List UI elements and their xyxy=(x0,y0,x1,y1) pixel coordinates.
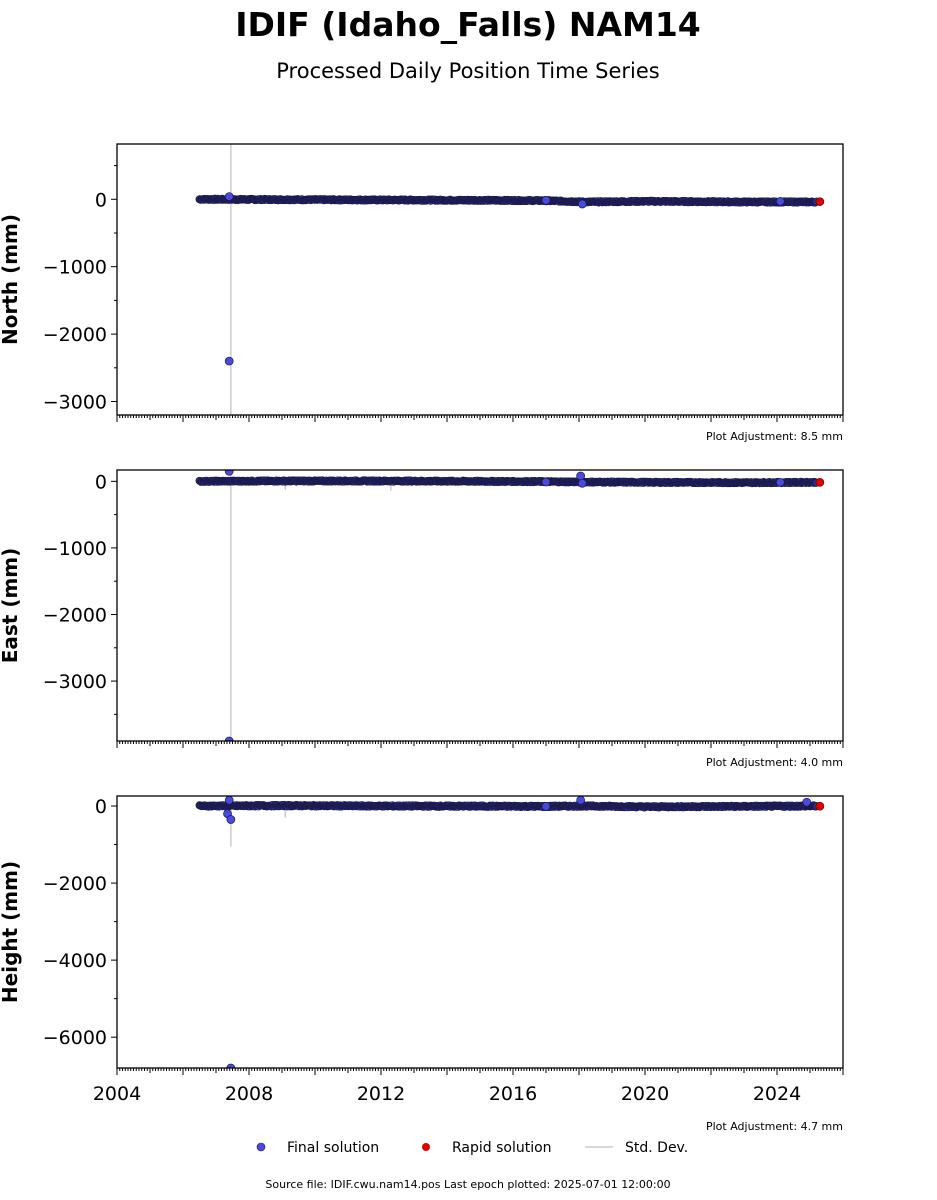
rapid-point xyxy=(815,478,825,487)
y-axis-label: East (mm) xyxy=(0,548,22,664)
x-tick-label: 2020 xyxy=(621,1083,669,1105)
rapid-point xyxy=(815,801,825,811)
y-axis-label: North (mm) xyxy=(0,214,22,345)
y-tick-label: −3000 xyxy=(43,671,107,693)
y-tick-label: −2000 xyxy=(43,873,107,895)
y-tick-label: 0 xyxy=(95,796,107,818)
final-outlier-point xyxy=(802,797,812,807)
plot-area-north xyxy=(195,144,825,415)
final-outlier-point xyxy=(577,199,587,209)
x-tick-label: 2016 xyxy=(489,1083,537,1105)
final-outlier-point xyxy=(576,796,585,805)
final-outlier-point xyxy=(775,477,785,487)
plot-area-east xyxy=(195,470,825,741)
legend-final-marker xyxy=(256,1142,266,1152)
final-outlier-point xyxy=(577,478,587,488)
plot-adjustment-note: Plot Adjustment: 4.7 mm xyxy=(706,1120,843,1133)
y-tick-label: −1000 xyxy=(43,257,107,279)
plot-area-height xyxy=(195,796,825,1068)
final-outlier-point xyxy=(224,470,234,476)
y-tick-label: −4000 xyxy=(43,950,107,972)
legend-rapid-label: Rapid solution xyxy=(452,1140,552,1156)
final-series-core xyxy=(199,196,817,205)
panel-height: 0 −2000 −4000 −6000 2004 2008 2012 2016 2020 2024… xyxy=(0,795,844,1133)
final-outlier-point xyxy=(541,802,551,811)
legend-std-label: Std. Dev. xyxy=(625,1140,688,1156)
final-outlier-point xyxy=(226,815,236,824)
legend-rapid-marker xyxy=(422,1143,430,1151)
y-tick-label: 0 xyxy=(95,189,107,211)
chart-title: IDIF (Idaho_Falls) NAM14 xyxy=(235,5,701,44)
y-tick-label: 0 xyxy=(95,471,107,493)
y-tick-label: −3000 xyxy=(43,392,107,414)
y-tick-label: −6000 xyxy=(43,1027,107,1049)
final-outlier-point xyxy=(576,471,586,481)
final-series-core xyxy=(199,478,817,486)
panel-east: 0 −1000 −2000 −3000 East (mm) Plot Adjustment… xyxy=(0,469,844,769)
axes-frame-height xyxy=(116,795,844,1069)
final-outlier-point xyxy=(226,1063,236,1068)
final-outlier-point xyxy=(224,192,234,201)
x-tick-label: 2004 xyxy=(93,1083,141,1105)
plot-adjustment-note: Plot Adjustment: 4.0 mm xyxy=(706,756,843,769)
chart-subtitle: Processed Daily Position Time Series xyxy=(276,59,660,83)
final-outlier-point xyxy=(224,736,234,741)
source-note: Source file: IDIF.cwu.nam14.pos Last epo… xyxy=(265,1178,670,1191)
final-outlier-point xyxy=(541,477,551,487)
rapid-point xyxy=(815,197,825,206)
y-tick-label: −1000 xyxy=(43,538,107,560)
final-series-core xyxy=(199,802,817,810)
panels: 0 −1000 −2000 −3000 North (mm) Plot Adjustmen… xyxy=(0,143,844,1133)
legend-final-label: Final solution xyxy=(287,1140,379,1156)
final-outlier-point xyxy=(224,796,234,805)
axes-frame-east xyxy=(116,469,844,742)
y-tick-label: −2000 xyxy=(43,324,107,346)
axes-frame-north xyxy=(116,143,844,416)
final-outlier-point xyxy=(541,195,551,205)
y-axis-label: Height (mm) xyxy=(0,861,22,1003)
x-tick-label: 2008 xyxy=(225,1083,273,1105)
plot-adjustment-note: Plot Adjustment: 8.5 mm xyxy=(706,430,843,443)
final-outlier-point xyxy=(775,196,785,206)
final-outlier-point xyxy=(224,356,234,366)
x-tick-label: 2012 xyxy=(357,1083,405,1105)
legend: Final solution Rapid solution Std. Dev. xyxy=(256,1140,688,1156)
panel-north: 0 −1000 −2000 −3000 North (mm) Plot Adjustmen… xyxy=(0,143,844,443)
x-tick-label: 2024 xyxy=(753,1083,801,1105)
y-tick-label: −2000 xyxy=(43,604,107,626)
